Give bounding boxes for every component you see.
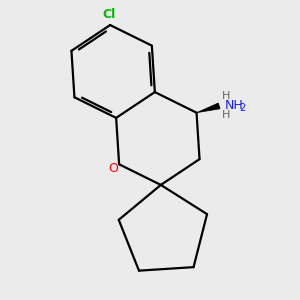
Text: Cl: Cl: [103, 8, 116, 21]
Polygon shape: [196, 103, 220, 113]
Text: H: H: [221, 92, 230, 101]
Text: NH: NH: [224, 99, 243, 112]
Text: 2: 2: [239, 103, 245, 113]
Text: O: O: [108, 162, 118, 175]
Text: H: H: [221, 110, 230, 120]
